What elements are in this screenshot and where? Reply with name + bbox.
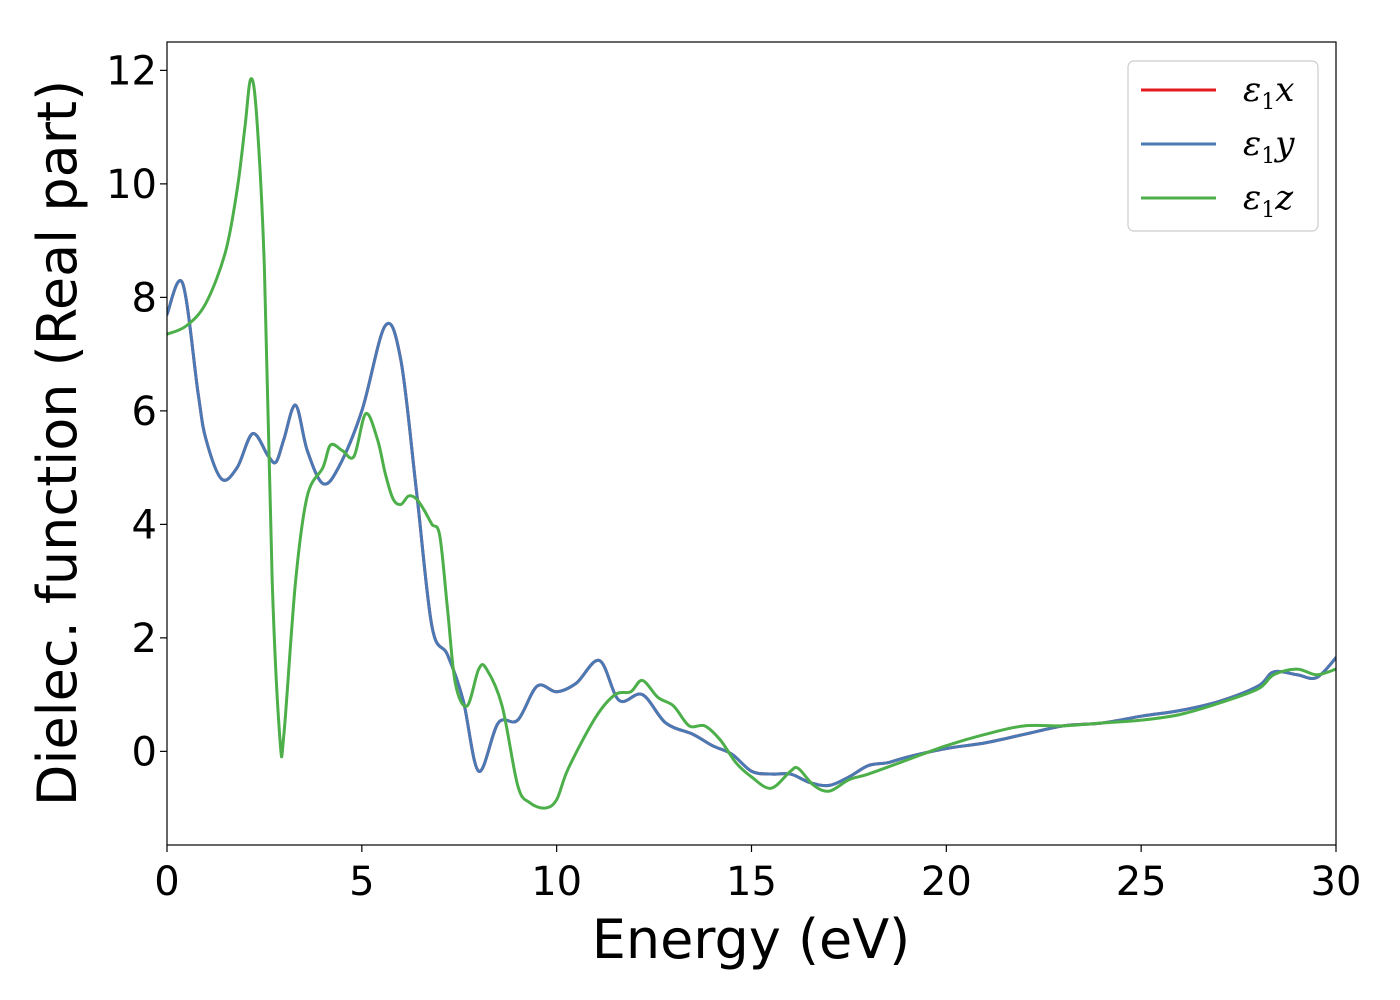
y-tick-label: 0 [132,729,157,775]
y-tick-label: 8 [132,275,157,321]
y-axis: 0 2 4 6 8 10 12 [106,48,167,775]
y-tick-label: 12 [106,48,157,94]
y-axis-title: Dielec. function (Real part) [26,80,89,806]
x-tick-label: 30 [1311,859,1362,905]
y-tick-label: 2 [132,616,157,662]
x-tick-label: 0 [154,859,179,905]
y-tick-label: 6 [132,389,157,435]
series-layer [167,77,1336,810]
x-tick-label: 5 [349,859,374,905]
x-axis-title: Energy (eV) [592,908,911,971]
y-tick-label: 4 [132,502,157,548]
series-line-y [167,279,1336,788]
legend-box [1127,60,1319,232]
x-axis: 0 5 10 15 20 25 30 [154,845,1361,905]
x-tick-label: 20 [921,859,972,905]
legend: ε1x ε1y ε1z [1127,60,1319,232]
y-tick-label: 10 [106,162,157,208]
legend-label-y: ε1y [1243,124,1295,169]
series-line-z [167,77,1336,810]
x-tick-label: 10 [531,859,582,905]
x-tick-label: 15 [726,859,777,905]
legend-label-x: ε1x [1243,70,1294,115]
legend-label-z: ε1z [1243,178,1294,223]
x-tick-label: 25 [1116,859,1167,905]
